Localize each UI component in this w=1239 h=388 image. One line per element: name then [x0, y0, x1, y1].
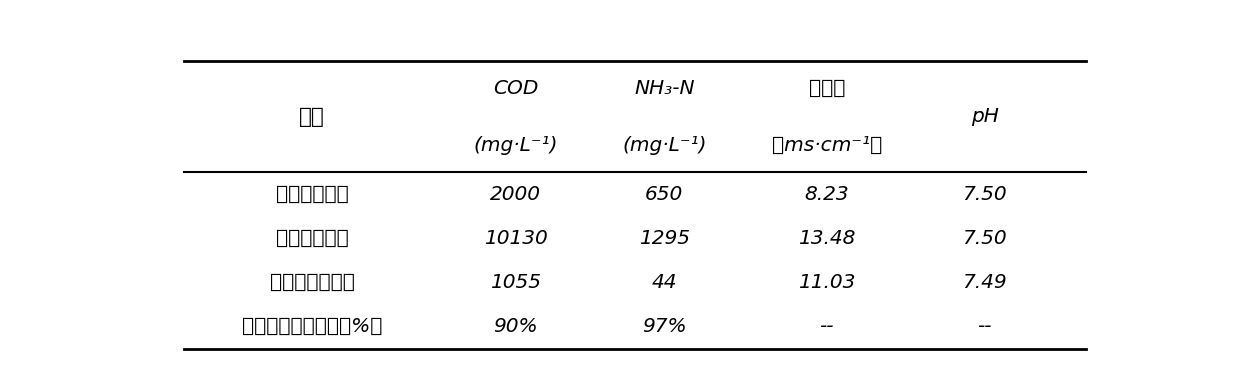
Text: 项目: 项目 [300, 107, 325, 127]
Text: 膜分离浓缩液: 膜分离浓缩液 [276, 229, 348, 248]
Text: 2000: 2000 [489, 185, 541, 204]
Text: pH: pH [971, 107, 999, 126]
Text: --: -- [978, 317, 992, 336]
Text: NH₃-N: NH₃-N [634, 79, 695, 98]
Text: 1055: 1055 [489, 273, 541, 292]
Text: 稳定塘渗滤液: 稳定塘渗滤液 [276, 185, 348, 204]
Text: 90%: 90% [493, 317, 538, 336]
Text: 7.50: 7.50 [963, 185, 1007, 204]
Text: 97%: 97% [642, 317, 686, 336]
Text: COD: COD [493, 79, 538, 98]
Text: 44: 44 [652, 273, 676, 292]
Text: 回灰浓缩液去除率（%）: 回灰浓缩液去除率（%） [242, 317, 383, 336]
Text: --: -- [819, 317, 834, 336]
Text: 11.03: 11.03 [798, 273, 855, 292]
Text: 8.23: 8.23 [804, 185, 849, 204]
Text: 回灰处理后出水: 回灰处理后出水 [270, 273, 354, 292]
Text: （ms·cm⁻¹）: （ms·cm⁻¹） [772, 136, 882, 155]
Text: 7.49: 7.49 [963, 273, 1007, 292]
Text: 10130: 10130 [483, 229, 548, 248]
Text: (mg·L⁻¹): (mg·L⁻¹) [622, 136, 706, 155]
Text: 电导率: 电导率 [809, 79, 845, 98]
Text: 1295: 1295 [639, 229, 690, 248]
Text: (mg·L⁻¹): (mg·L⁻¹) [473, 136, 558, 155]
Text: 13.48: 13.48 [798, 229, 855, 248]
Text: 7.50: 7.50 [963, 229, 1007, 248]
Text: 650: 650 [646, 185, 684, 204]
